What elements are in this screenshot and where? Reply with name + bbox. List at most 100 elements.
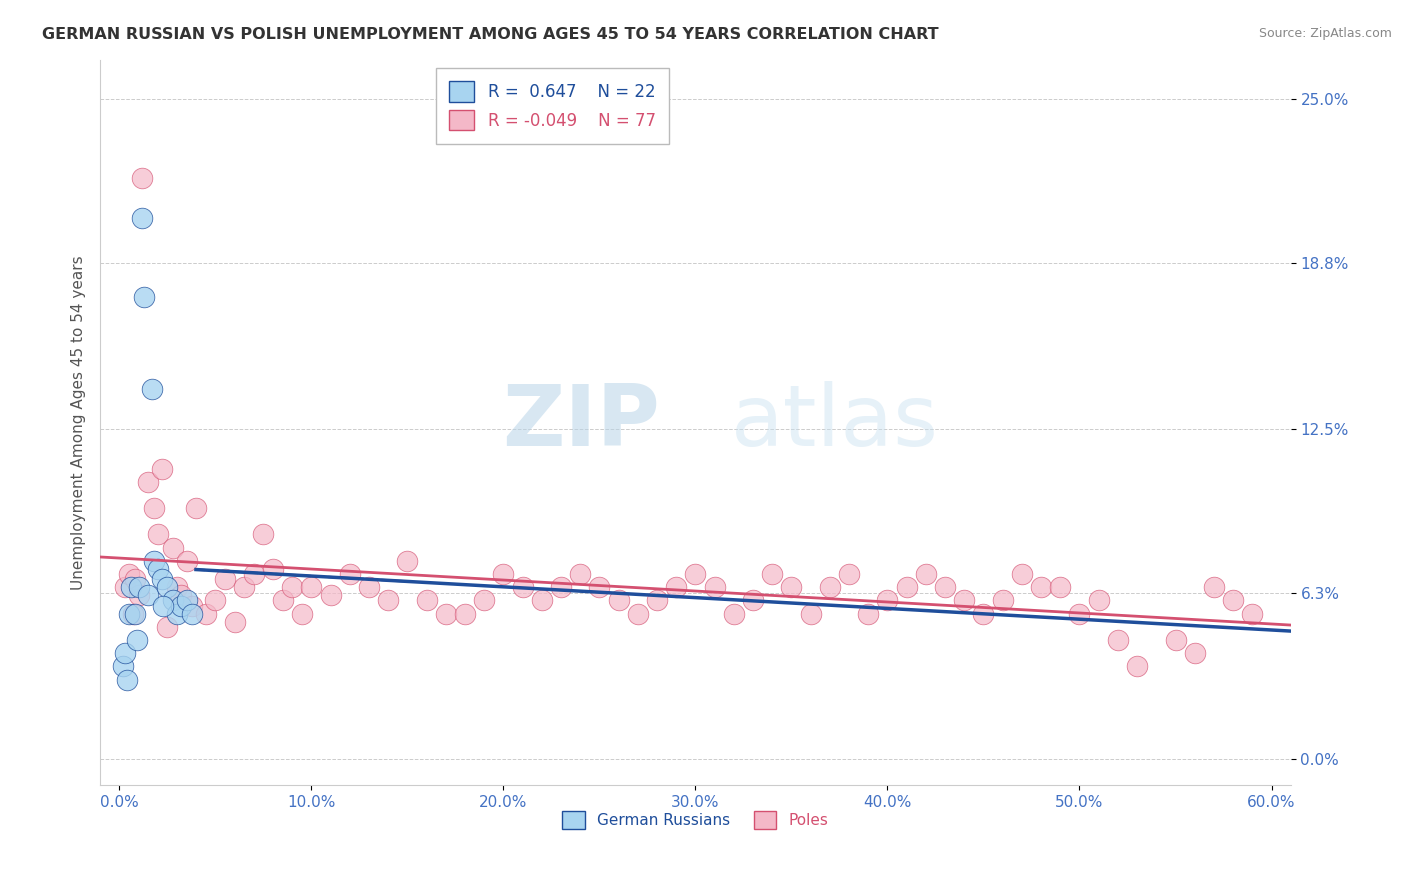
Point <box>1049 580 1071 594</box>
Point <box>252 527 274 541</box>
Text: ZIP: ZIP <box>502 381 659 464</box>
Point <box>156 580 179 594</box>
Point <box>181 607 204 621</box>
Point <box>588 580 610 594</box>
Point <box>858 607 880 621</box>
Point <box>114 646 136 660</box>
Point <box>800 607 823 621</box>
Point <box>934 580 956 594</box>
Point <box>876 593 898 607</box>
Point <box>142 554 165 568</box>
Point <box>115 673 138 687</box>
Point <box>170 588 193 602</box>
Point <box>377 593 399 607</box>
Point <box>146 527 169 541</box>
Point <box>176 554 198 568</box>
Point <box>703 580 725 594</box>
Point <box>991 593 1014 607</box>
Point <box>357 580 380 594</box>
Legend: German Russians, Poles: German Russians, Poles <box>557 805 835 836</box>
Point <box>128 588 150 602</box>
Point <box>118 567 141 582</box>
Point <box>176 593 198 607</box>
Point <box>271 593 294 607</box>
Point <box>972 607 994 621</box>
Point <box>124 607 146 621</box>
Point <box>1029 580 1052 594</box>
Point <box>170 599 193 613</box>
Point <box>1241 607 1264 621</box>
Point <box>150 572 173 586</box>
Point <box>204 593 226 607</box>
Point <box>1184 646 1206 660</box>
Point <box>112 659 135 673</box>
Point <box>114 580 136 594</box>
Point <box>186 501 208 516</box>
Point <box>415 593 437 607</box>
Point <box>550 580 572 594</box>
Point <box>492 567 515 582</box>
Y-axis label: Unemployment Among Ages 45 to 54 years: Unemployment Among Ages 45 to 54 years <box>72 255 86 590</box>
Point <box>607 593 630 607</box>
Point <box>118 607 141 621</box>
Text: Source: ZipAtlas.com: Source: ZipAtlas.com <box>1258 27 1392 40</box>
Point <box>896 580 918 594</box>
Point <box>1222 593 1244 607</box>
Point <box>224 615 246 629</box>
Point <box>128 580 150 594</box>
Point <box>838 567 860 582</box>
Point <box>262 562 284 576</box>
Point <box>1107 632 1129 647</box>
Point <box>152 599 174 613</box>
Point <box>761 567 783 582</box>
Point <box>512 580 534 594</box>
Point <box>780 580 803 594</box>
Point <box>530 593 553 607</box>
Point <box>150 461 173 475</box>
Point <box>124 572 146 586</box>
Point <box>685 567 707 582</box>
Point <box>214 572 236 586</box>
Text: GERMAN RUSSIAN VS POLISH UNEMPLOYMENT AMONG AGES 45 TO 54 YEARS CORRELATION CHAR: GERMAN RUSSIAN VS POLISH UNEMPLOYMENT AM… <box>42 27 939 42</box>
Point <box>134 290 156 304</box>
Point <box>339 567 361 582</box>
Point <box>120 580 142 594</box>
Point <box>291 607 314 621</box>
Point <box>454 607 477 621</box>
Point <box>242 567 264 582</box>
Point <box>1202 580 1225 594</box>
Point <box>434 607 457 621</box>
Point <box>136 475 159 489</box>
Point <box>1011 567 1033 582</box>
Point <box>915 567 938 582</box>
Point <box>281 580 304 594</box>
Point <box>166 607 188 621</box>
Point <box>131 171 153 186</box>
Point <box>194 607 217 621</box>
Point <box>569 567 592 582</box>
Point <box>665 580 688 594</box>
Point <box>162 593 184 607</box>
Point <box>742 593 765 607</box>
Text: atlas: atlas <box>731 381 939 464</box>
Point <box>166 580 188 594</box>
Point <box>723 607 745 621</box>
Point <box>1087 593 1109 607</box>
Point <box>299 580 322 594</box>
Point <box>141 383 163 397</box>
Point <box>125 632 148 647</box>
Point <box>1164 632 1187 647</box>
Point <box>472 593 495 607</box>
Point <box>627 607 650 621</box>
Point <box>121 607 143 621</box>
Point <box>818 580 841 594</box>
Point <box>1069 607 1091 621</box>
Point <box>181 599 204 613</box>
Point <box>146 562 169 576</box>
Point <box>396 554 419 568</box>
Point <box>953 593 976 607</box>
Point <box>162 541 184 555</box>
Point <box>233 580 256 594</box>
Point <box>156 620 179 634</box>
Point <box>142 501 165 516</box>
